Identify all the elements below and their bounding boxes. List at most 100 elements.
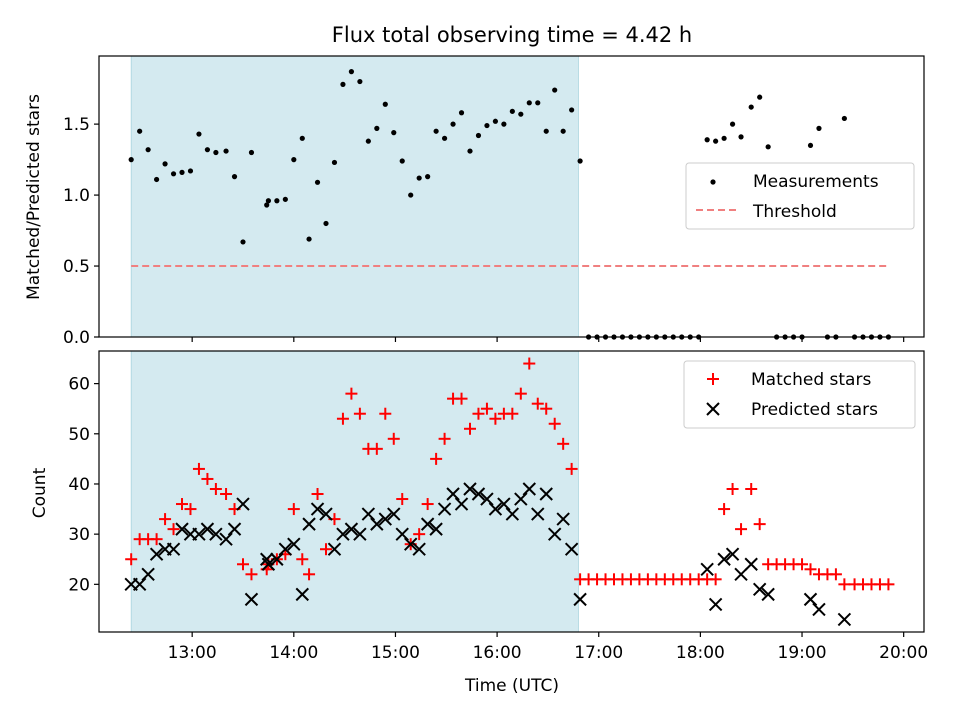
matched-point xyxy=(796,558,809,571)
predicted-point xyxy=(420,517,435,531)
measurement-point xyxy=(264,202,270,208)
matched-point xyxy=(150,533,163,546)
predicted-point xyxy=(336,527,350,541)
matched-point xyxy=(421,498,434,511)
matched-point xyxy=(296,553,309,566)
measurement-point xyxy=(816,125,822,131)
predicted-point xyxy=(175,522,189,536)
predicted-point xyxy=(261,557,276,571)
measurement-point xyxy=(729,121,736,127)
predicted-point xyxy=(192,527,206,541)
matched-point xyxy=(472,407,485,420)
predicted-point xyxy=(803,592,818,607)
top-y-axis-label: Matched/Predicted stars xyxy=(24,94,44,300)
measurement-point xyxy=(274,198,280,204)
predicted-point xyxy=(209,527,223,541)
top-y-ticks: 0.0 0.5 1.0 1.5 xyxy=(63,115,99,348)
measurement-point xyxy=(348,69,355,75)
predicted-point xyxy=(454,497,469,511)
matched-point xyxy=(514,387,527,400)
bottom-y-ticks: 20 30 40 50 60 xyxy=(68,375,99,595)
matched-point xyxy=(735,523,748,536)
chart-title: Flux total observing time = 4.42 h xyxy=(332,23,692,47)
x-tick-label: 19:00 xyxy=(778,643,827,663)
measurement-point xyxy=(484,122,490,129)
matched-point xyxy=(201,472,214,485)
bottom-x-ticks: 13:00 14:00 15:00 16:00 17:00 18:00 19:00 20:00 xyxy=(168,632,928,663)
top-x-ticks xyxy=(191,337,905,342)
predicted-point xyxy=(287,537,301,551)
measurement-point xyxy=(416,175,422,181)
x-tick-label: 15:00 xyxy=(371,643,420,663)
measurement-point xyxy=(526,100,532,106)
bottom-y-axis-label: Count xyxy=(30,467,50,518)
x-axis-label: Time (UTC) xyxy=(464,676,559,696)
x-tick-label: 20:00 xyxy=(879,643,928,663)
matched-point xyxy=(829,568,842,581)
matched-point xyxy=(125,553,138,566)
bottom-points-layer xyxy=(124,357,895,627)
measurement-point xyxy=(757,94,763,100)
y-tick-label: 30 xyxy=(68,525,90,545)
matched-point xyxy=(353,407,366,420)
measurement-point xyxy=(128,157,134,163)
measurement-point xyxy=(704,137,710,143)
predicted-point xyxy=(556,512,570,526)
matched-point xyxy=(336,412,349,425)
matched-point xyxy=(311,488,324,501)
matched-point xyxy=(548,417,561,430)
matched-point xyxy=(370,442,383,455)
predicted-point xyxy=(327,542,342,556)
measurement-point xyxy=(569,107,575,113)
predicted-point xyxy=(752,582,767,597)
predicted-point xyxy=(708,597,723,612)
matched-point xyxy=(345,387,358,400)
predicted-point xyxy=(132,577,147,592)
predicted-point xyxy=(522,482,536,496)
predicted-point xyxy=(539,487,553,501)
predicted-point xyxy=(378,512,393,526)
measurement-point xyxy=(187,168,194,174)
matched-point xyxy=(565,462,578,475)
measurement-point xyxy=(492,118,499,124)
predicted-point xyxy=(395,527,409,541)
measurement-point xyxy=(374,125,380,131)
predicted-point xyxy=(236,497,250,511)
x-tick-label: 13:00 xyxy=(168,643,217,663)
measurement-point xyxy=(323,220,329,227)
matched-point xyxy=(523,357,536,370)
predicted-point xyxy=(446,487,460,501)
predicted-point xyxy=(505,507,520,521)
measurement-point xyxy=(560,128,566,134)
y-tick-label: 60 xyxy=(68,375,90,395)
predicted-point xyxy=(480,492,494,506)
matched-point xyxy=(167,523,180,536)
predicted-point xyxy=(200,522,215,536)
predicted-point xyxy=(734,567,748,582)
measurement-point xyxy=(509,108,515,114)
bottom-plot-frame xyxy=(98,350,925,633)
matched-point xyxy=(387,432,400,445)
measurement-point xyxy=(314,179,321,185)
predicted-point xyxy=(812,602,826,617)
measurement-point xyxy=(231,174,238,180)
measurement-point xyxy=(306,236,312,242)
x-tick-label: 17:00 xyxy=(574,643,623,663)
legend-matched-marker xyxy=(707,373,719,385)
measurement-point xyxy=(552,87,558,93)
measurement-point xyxy=(467,148,473,154)
matched-point xyxy=(320,543,333,556)
predicted-point xyxy=(471,487,486,501)
y-tick-label: 0.5 xyxy=(63,257,90,277)
matched-point xyxy=(531,397,544,410)
bottom-legend: Matched stars Predicted stars xyxy=(683,360,916,429)
matched-point xyxy=(506,407,519,420)
predicted-point xyxy=(319,507,333,521)
matched-point xyxy=(489,412,502,425)
matched-point xyxy=(745,482,758,495)
predicted-point xyxy=(244,592,259,607)
matched-point xyxy=(804,563,817,576)
legend-predicted-marker xyxy=(706,402,720,416)
y-tick-label: 20 xyxy=(68,575,90,595)
